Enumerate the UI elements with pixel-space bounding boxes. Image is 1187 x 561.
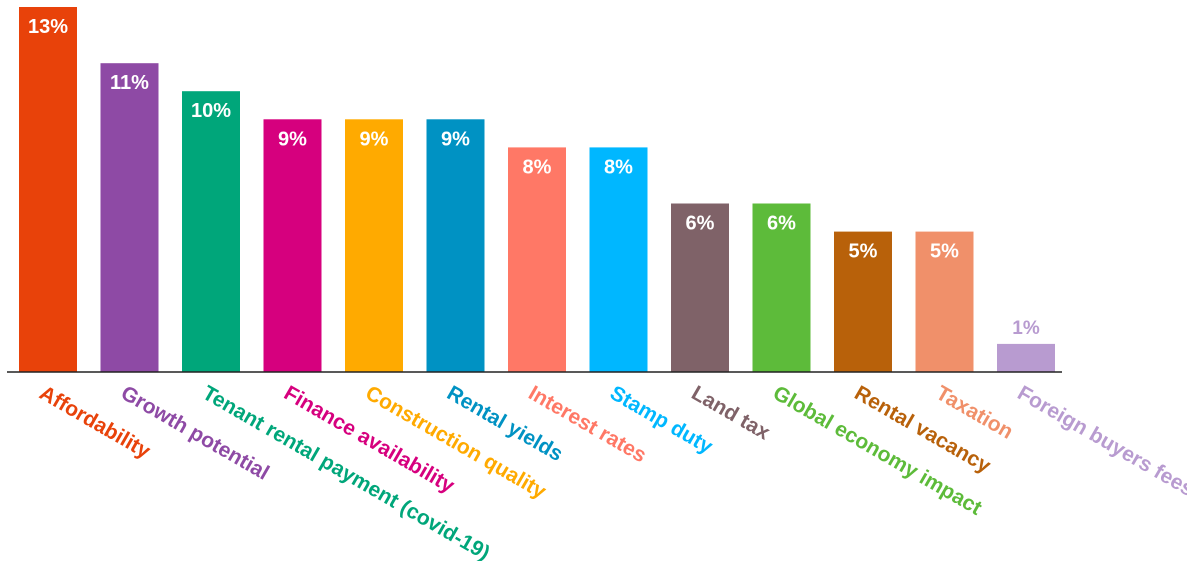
value-label-4: 9%	[360, 128, 389, 150]
value-label-1: 11%	[110, 72, 149, 94]
value-label-8: 6%	[686, 213, 715, 235]
bar-0	[19, 7, 77, 372]
bar-1	[101, 63, 159, 372]
category-label-12: Foreign buyers fees	[1014, 381, 1187, 501]
bar-5	[427, 119, 485, 372]
category-label-1: Growth potential	[117, 381, 273, 484]
value-label-2: 10%	[191, 100, 231, 122]
bars-group	[19, 7, 1055, 372]
value-label-7: 8%	[604, 156, 633, 178]
value-label-11: 5%	[930, 241, 959, 263]
value-label-12: 1%	[1012, 318, 1040, 339]
value-label-0: 13%	[28, 16, 68, 38]
value-label-10: 5%	[849, 241, 878, 263]
bar-3	[264, 119, 322, 372]
bar-7	[590, 147, 648, 372]
value-label-5: 9%	[441, 128, 470, 150]
bar-2	[182, 91, 240, 372]
bar-4	[345, 119, 403, 372]
bar-6	[508, 147, 566, 372]
value-label-3: 9%	[278, 128, 307, 150]
bar-12	[997, 344, 1055, 372]
value-label-9: 6%	[767, 213, 796, 235]
value-label-6: 8%	[523, 156, 552, 178]
